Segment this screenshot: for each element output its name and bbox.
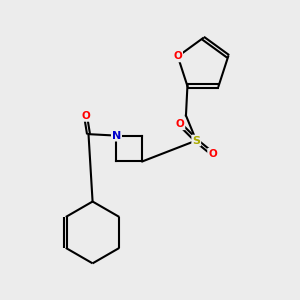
Text: O: O — [81, 111, 90, 121]
Text: O: O — [173, 51, 182, 62]
Text: S: S — [192, 136, 200, 146]
Text: N: N — [112, 130, 121, 141]
Text: O: O — [208, 149, 217, 159]
Text: O: O — [176, 119, 184, 129]
